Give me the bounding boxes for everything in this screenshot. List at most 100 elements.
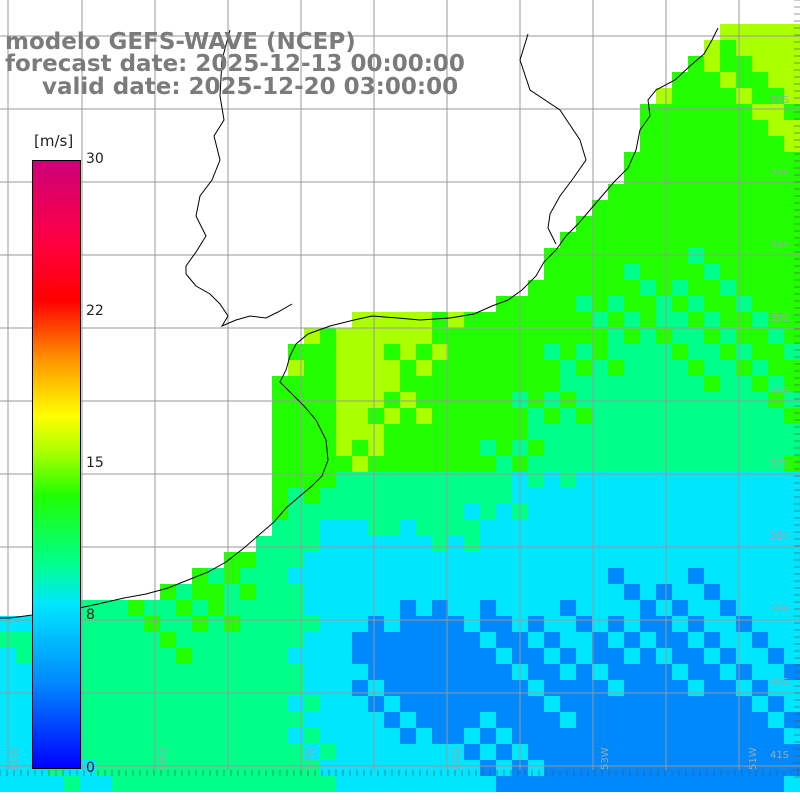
wind-speed-cell — [208, 664, 224, 680]
wind-speed-cell — [672, 424, 688, 440]
wind-speed-cell — [784, 408, 800, 424]
wind-speed-cell — [368, 488, 384, 504]
wind-speed-cell — [544, 376, 560, 392]
wind-speed-cell — [448, 328, 464, 344]
wind-speed-cell — [544, 680, 560, 696]
wind-speed-cell — [496, 552, 512, 568]
wind-speed-cell — [416, 680, 432, 696]
wind-speed-cell — [784, 424, 800, 440]
wind-speed-cell — [640, 680, 656, 696]
wind-speed-cell — [704, 360, 720, 376]
wind-speed-cell — [224, 664, 240, 680]
wind-speed-cell — [352, 616, 368, 632]
wind-speed-cell — [400, 376, 416, 392]
wind-speed-cell — [752, 584, 768, 600]
wind-speed-cell — [624, 296, 640, 312]
wind-speed-cell — [480, 696, 496, 712]
wind-speed-cell — [288, 408, 304, 424]
lat-lon-grid — [0, 0, 800, 778]
wind-speed-cell — [352, 712, 368, 728]
wind-speed-cell — [528, 472, 544, 488]
wind-speed-cell — [768, 456, 784, 472]
wind-speed-cell — [560, 744, 576, 760]
wind-speed-cell — [608, 472, 624, 488]
wind-speed-cell — [416, 776, 432, 792]
wind-speed-cell — [784, 56, 800, 72]
colorbar-units: [m/s] — [34, 132, 74, 150]
wind-speed-cell — [288, 424, 304, 440]
wind-speed-cell — [704, 56, 720, 72]
wind-speed-cell — [768, 104, 784, 120]
wind-speed-cell — [592, 520, 608, 536]
wind-speed-cell — [640, 744, 656, 760]
wind-speed-cell — [272, 392, 288, 408]
wind-speed-cell — [688, 200, 704, 216]
wind-speed-cell — [640, 760, 656, 776]
wind-speed-cell — [560, 328, 576, 344]
wind-speed-cell — [640, 440, 656, 456]
wind-speed-cell — [592, 440, 608, 456]
wind-speed-cell — [304, 616, 320, 632]
wind-speed-cell — [528, 680, 544, 696]
wind-speed-cell — [656, 424, 672, 440]
wind-speed-cell — [576, 504, 592, 520]
wind-speed-cell — [448, 504, 464, 520]
wind-speed-cell — [752, 88, 768, 104]
wind-speed-cell — [448, 440, 464, 456]
wind-speed-cell — [448, 760, 464, 776]
wind-speed-cell — [96, 632, 112, 648]
wind-speed-cell — [704, 600, 720, 616]
wind-speed-cell — [608, 648, 624, 664]
wind-speed-cell — [736, 280, 752, 296]
wind-speed-cell — [160, 712, 176, 728]
wind-speed-cell — [688, 680, 704, 696]
wind-speed-cell — [688, 232, 704, 248]
wind-speed-cell — [624, 760, 640, 776]
wind-speed-cell — [704, 328, 720, 344]
wind-speed-cell — [448, 552, 464, 568]
wind-speed-cell — [480, 424, 496, 440]
wind-speed-cell — [576, 728, 592, 744]
wind-speed-cell — [672, 296, 688, 312]
wind-speed-cell — [576, 616, 592, 632]
wind-speed-cell — [592, 312, 608, 328]
wind-speed-cell — [704, 40, 720, 56]
wind-speed-cell — [496, 776, 512, 792]
wind-speed-cell — [720, 88, 736, 104]
wind-speed-cell — [624, 264, 640, 280]
wind-speed-cell — [336, 664, 352, 680]
wind-speed-cell — [528, 696, 544, 712]
wind-speed-cell — [688, 568, 704, 584]
wind-speed-cell — [384, 520, 400, 536]
wind-speed-cell — [656, 440, 672, 456]
wind-speed-cell — [352, 360, 368, 376]
wind-speed-cell — [576, 696, 592, 712]
wind-speed-cell — [608, 376, 624, 392]
wind-speed-cell — [288, 568, 304, 584]
wind-speed-cell — [176, 648, 192, 664]
wind-speed-cell — [752, 152, 768, 168]
wind-speed-cell — [752, 120, 768, 136]
wind-speed-cell — [624, 520, 640, 536]
wind-speed-cell — [480, 552, 496, 568]
lat-label: 37S — [770, 459, 790, 470]
wind-speed-cell — [96, 648, 112, 664]
wind-speed-cell — [176, 776, 192, 792]
wind-speed-cell — [720, 264, 736, 280]
wind-speed-cell — [608, 408, 624, 424]
wind-speed-cell — [544, 696, 560, 712]
wind-speed-cell — [352, 408, 368, 424]
wind-speed-cell — [272, 552, 288, 568]
wind-speed-cell — [528, 648, 544, 664]
wind-speed-cell — [368, 424, 384, 440]
wind-speed-cell — [784, 40, 800, 56]
wind-speed-cell — [704, 152, 720, 168]
wind-speed-cell — [272, 744, 288, 760]
wind-speed-cell — [640, 152, 656, 168]
wind-speed-cell — [752, 136, 768, 152]
wind-speed-cell — [432, 760, 448, 776]
wind-speed-cell — [336, 344, 352, 360]
wind-speed-cell — [784, 504, 800, 520]
wind-speed-cell — [384, 584, 400, 600]
wind-speed-cell — [768, 504, 784, 520]
